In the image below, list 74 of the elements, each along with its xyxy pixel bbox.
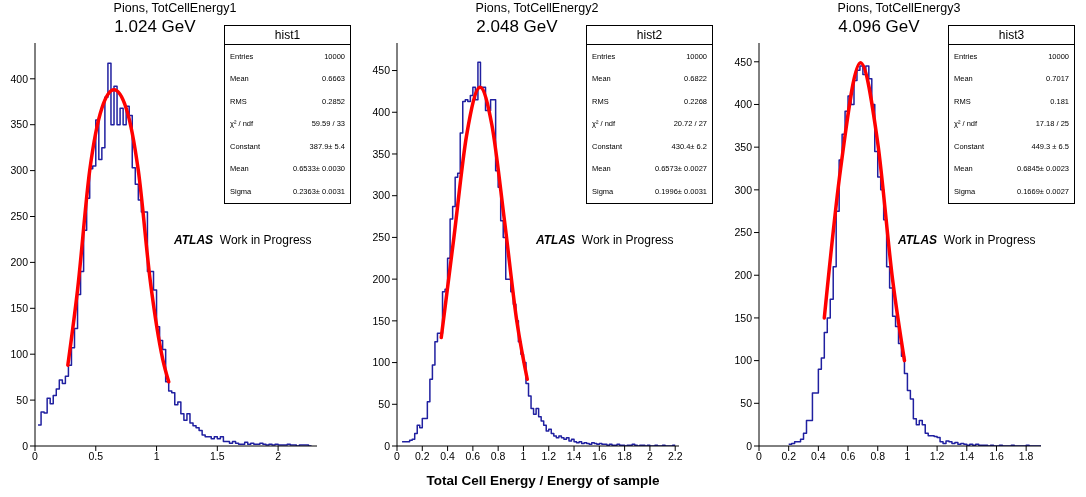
x-tick-label: 0.5 bbox=[88, 450, 104, 463]
x-tick-label: 2 bbox=[275, 450, 282, 463]
y-tick-label: 350 bbox=[10, 118, 29, 131]
chart-subtitle: 2.048 GeV bbox=[475, 17, 559, 37]
y-tick-label: 400 bbox=[372, 105, 391, 118]
y-tick-label: 0 bbox=[22, 439, 29, 452]
y-tick-label: 250 bbox=[734, 226, 753, 239]
y-tick-label: 100 bbox=[372, 356, 391, 369]
y-tick-label: 400 bbox=[10, 72, 29, 85]
y-tick-label: 250 bbox=[372, 231, 391, 244]
x-tick-label: 1.6 bbox=[592, 450, 607, 463]
y-tick-label: 0 bbox=[384, 439, 391, 452]
x-tick-label: 1.6 bbox=[989, 450, 1004, 463]
y-tick-label: 300 bbox=[372, 189, 391, 202]
x-tick-label: 2.2 bbox=[667, 450, 683, 463]
y-tick-label: 250 bbox=[10, 210, 29, 223]
y-tick-label: 50 bbox=[378, 398, 391, 411]
x-tick-label: 0.6 bbox=[840, 450, 856, 463]
text: hist3 bbox=[949, 26, 1074, 45]
y-tick-label: 50 bbox=[740, 397, 753, 410]
y-tick-label: 150 bbox=[10, 302, 29, 315]
x-tick-label: 1.4 bbox=[566, 450, 582, 463]
y-tick-label: 350 bbox=[372, 147, 391, 160]
y-tick-label: 200 bbox=[10, 256, 29, 269]
line-series bbox=[66, 88, 171, 384]
x-tick-label: 1.4 bbox=[959, 450, 975, 463]
annotation: ATLAS bbox=[898, 233, 938, 247]
annotation: Work in Progress bbox=[943, 233, 1036, 247]
x-axis-title: Total Cell Energy / Energy of sample bbox=[425, 473, 661, 488]
x-tick-label: 2 bbox=[646, 450, 653, 463]
x-tick-label: 1.2 bbox=[541, 450, 557, 463]
x-tick-label: 1.8 bbox=[617, 450, 633, 463]
x-tick-label: 1 bbox=[153, 450, 160, 463]
x-tick-label: 0.8 bbox=[490, 450, 506, 463]
x-tick-label: 0.4 bbox=[811, 450, 826, 463]
y-tick-label: 50 bbox=[16, 393, 29, 406]
chart-title: Pions, TotCellEnergy2 bbox=[474, 1, 600, 15]
x-tick-label: 1.8 bbox=[1018, 450, 1034, 463]
y-tick-label: 200 bbox=[734, 268, 753, 281]
text: hist2 bbox=[587, 26, 712, 45]
y-tick-label: 400 bbox=[734, 98, 753, 111]
chart-title: Pions, TotCellEnergy3 bbox=[836, 1, 962, 15]
x-tick-label: 0.4 bbox=[440, 450, 456, 463]
y-tick-label: 0 bbox=[746, 439, 753, 452]
x-tick-label: 0 bbox=[756, 450, 763, 463]
x-tick-label: 1 bbox=[904, 450, 911, 463]
y-tick-label: 300 bbox=[734, 183, 753, 196]
chart-subtitle: 4.096 GeV bbox=[837, 17, 921, 37]
x-tick-label: 0.2 bbox=[781, 450, 797, 463]
x-tick-label: 1.2 bbox=[929, 450, 945, 463]
y-tick-label: 100 bbox=[10, 347, 29, 360]
text: hist1 bbox=[225, 26, 350, 45]
y-tick-label: 350 bbox=[734, 140, 753, 153]
annotation: ATLAS bbox=[174, 233, 214, 247]
x-tick-label: 0.2 bbox=[414, 450, 430, 463]
y-tick-label: 100 bbox=[734, 354, 753, 367]
y-tick-label: 450 bbox=[734, 55, 753, 68]
y-tick-label: 450 bbox=[372, 64, 391, 77]
x-tick-label: 0.6 bbox=[465, 450, 481, 463]
y-tick-label: 300 bbox=[10, 164, 29, 177]
line-series bbox=[439, 85, 529, 381]
annotation: Work in Progress bbox=[581, 233, 674, 247]
x-tick-label: 1.5 bbox=[210, 450, 225, 463]
annotation: ATLAS bbox=[536, 233, 576, 247]
x-tick-label: 0.8 bbox=[870, 450, 886, 463]
x-tick-label: 0 bbox=[394, 450, 401, 463]
y-tick-label: 200 bbox=[372, 272, 391, 285]
y-tick-label: 150 bbox=[734, 311, 753, 324]
x-tick-label: 0 bbox=[32, 450, 39, 463]
annotation: Work in Progress bbox=[219, 233, 312, 247]
y-tick-label: 150 bbox=[372, 314, 391, 327]
chart-subtitle: 1.024 GeV bbox=[113, 17, 197, 37]
chart-title: Pions, TotCellEnergy1 bbox=[112, 1, 238, 15]
x-tick-label: 1 bbox=[520, 450, 527, 463]
